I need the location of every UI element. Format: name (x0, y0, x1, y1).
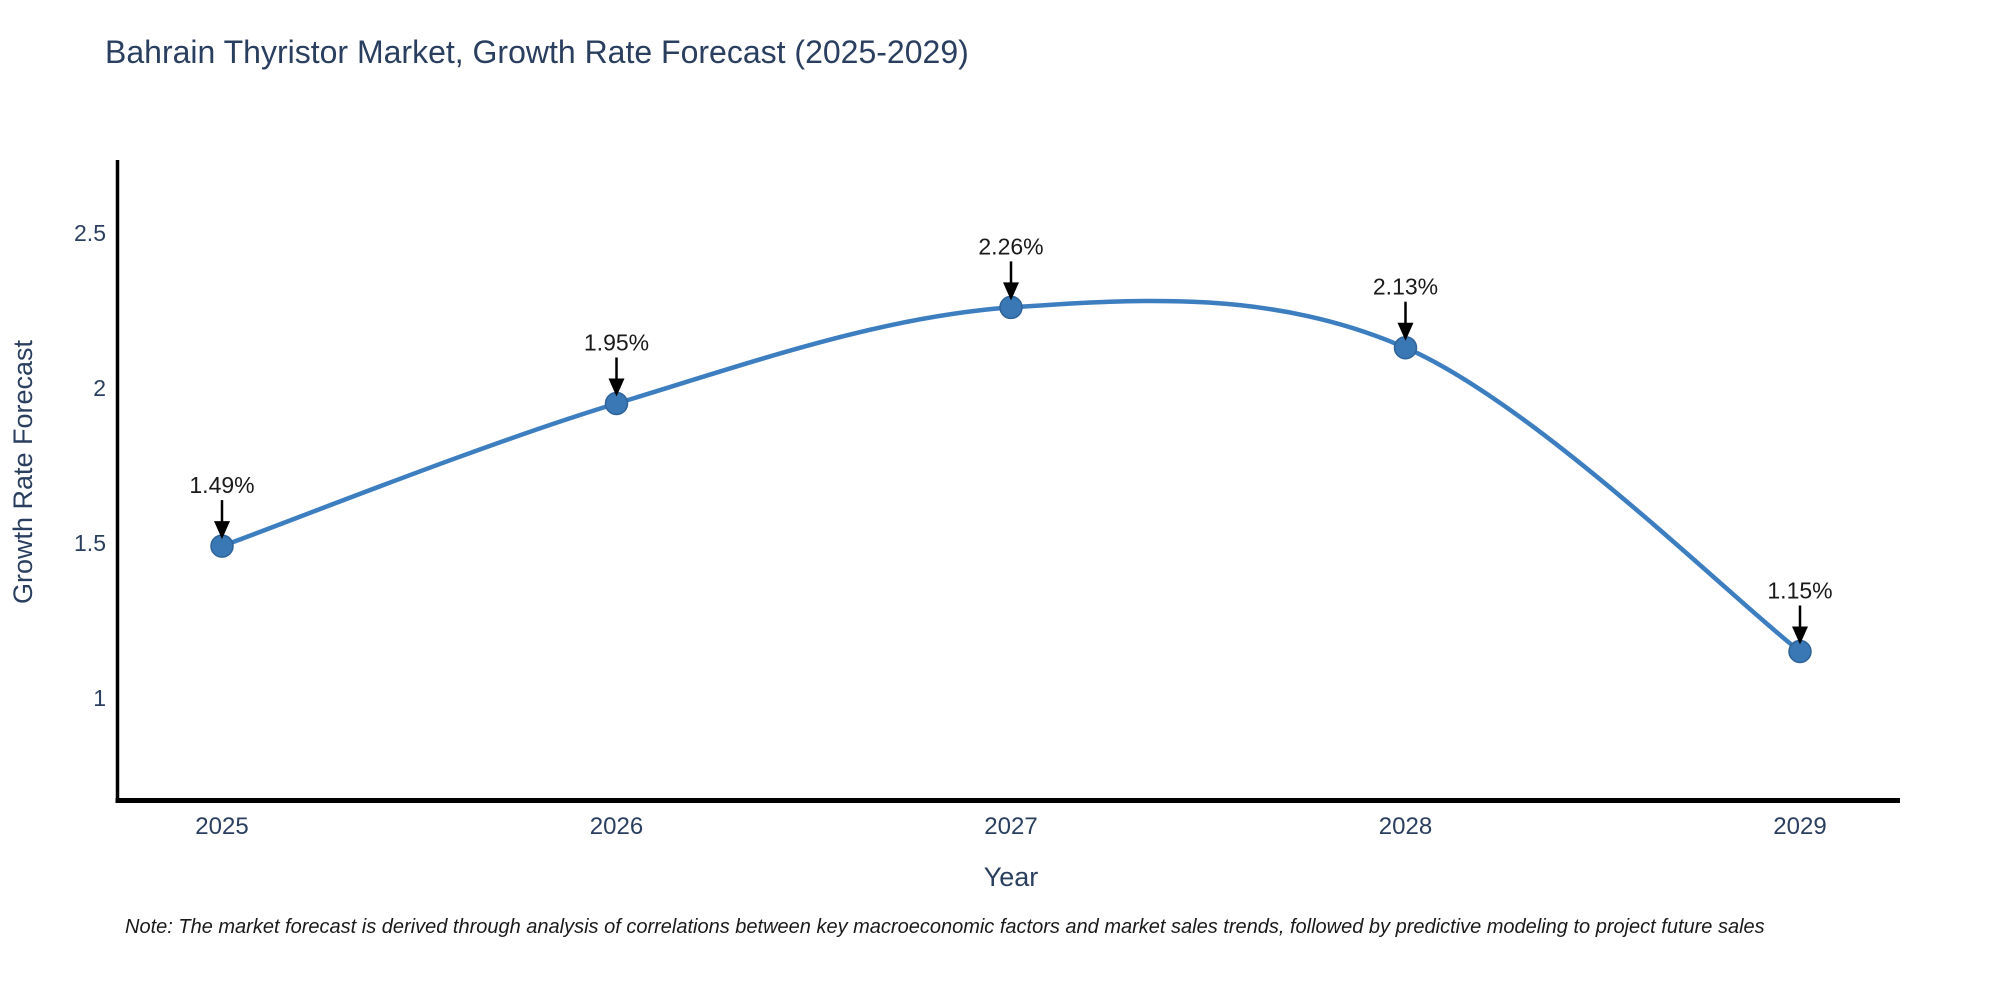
annotation-arrow-head (1792, 626, 1808, 645)
data-point-label: 1.15% (1767, 578, 1832, 604)
y-tick-label: 2.5 (74, 220, 106, 246)
footnote: Note: The market forecast is derived thr… (125, 916, 1765, 938)
y-tick-label: 2 (93, 375, 106, 401)
x-tick-label: 2025 (195, 813, 248, 840)
x-tick-label: 2028 (1379, 813, 1432, 840)
x-tick-label: 2027 (984, 813, 1037, 840)
data-point-label: 2.13% (1373, 274, 1438, 300)
y-tick-label: 1 (93, 685, 106, 711)
series-line (219, 298, 1803, 654)
x-tick-label: 2029 (1773, 813, 1826, 840)
x-tick-label: 2026 (590, 813, 643, 840)
annotation-arrow-head (1397, 322, 1414, 341)
annotation-arrow-head (1003, 282, 1019, 301)
annotation-arrow-head (214, 521, 230, 540)
y-tick-label: 1.5 (74, 530, 106, 556)
data-point-label: 1.49% (189, 472, 254, 498)
data-point-label: 2.26% (978, 233, 1043, 259)
y-axis-title: Growth Rate Forecast (8, 339, 38, 604)
data-point-label: 1.95% (584, 330, 649, 356)
chart-title: Bahrain Thyristor Market, Growth Rate Fo… (105, 34, 969, 70)
x-axis-title: Year (984, 862, 1039, 892)
annotation-arrow-head (608, 378, 625, 397)
